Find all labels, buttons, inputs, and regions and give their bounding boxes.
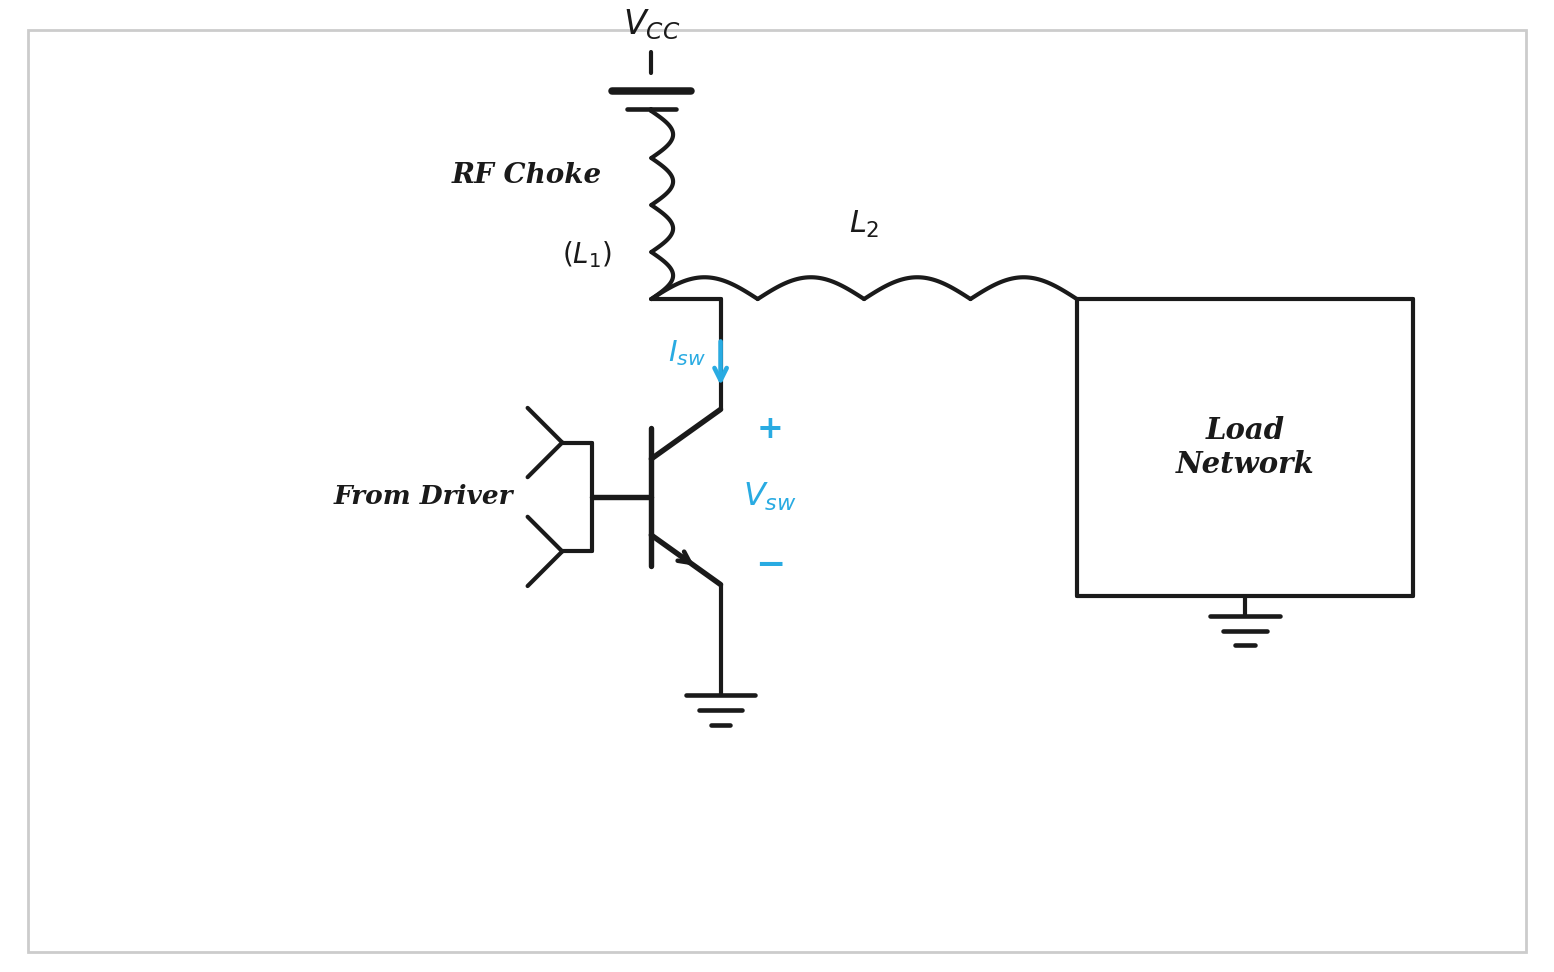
Text: +: + [757,414,783,444]
Text: From Driver: From Driver [333,484,513,509]
Text: RF Choke: RF Choke [452,161,601,189]
Text: −: − [755,548,785,582]
Text: $I_{sw}$: $I_{sw}$ [668,338,706,368]
Text: $(L_1)$: $(L_1)$ [563,239,612,270]
Text: Load
Network: Load Network [1176,416,1315,479]
Text: $V_{CC}$: $V_{CC}$ [623,7,681,42]
Text: $V_{sw}$: $V_{sw}$ [743,481,797,513]
Text: $L_2$: $L_2$ [848,209,880,240]
